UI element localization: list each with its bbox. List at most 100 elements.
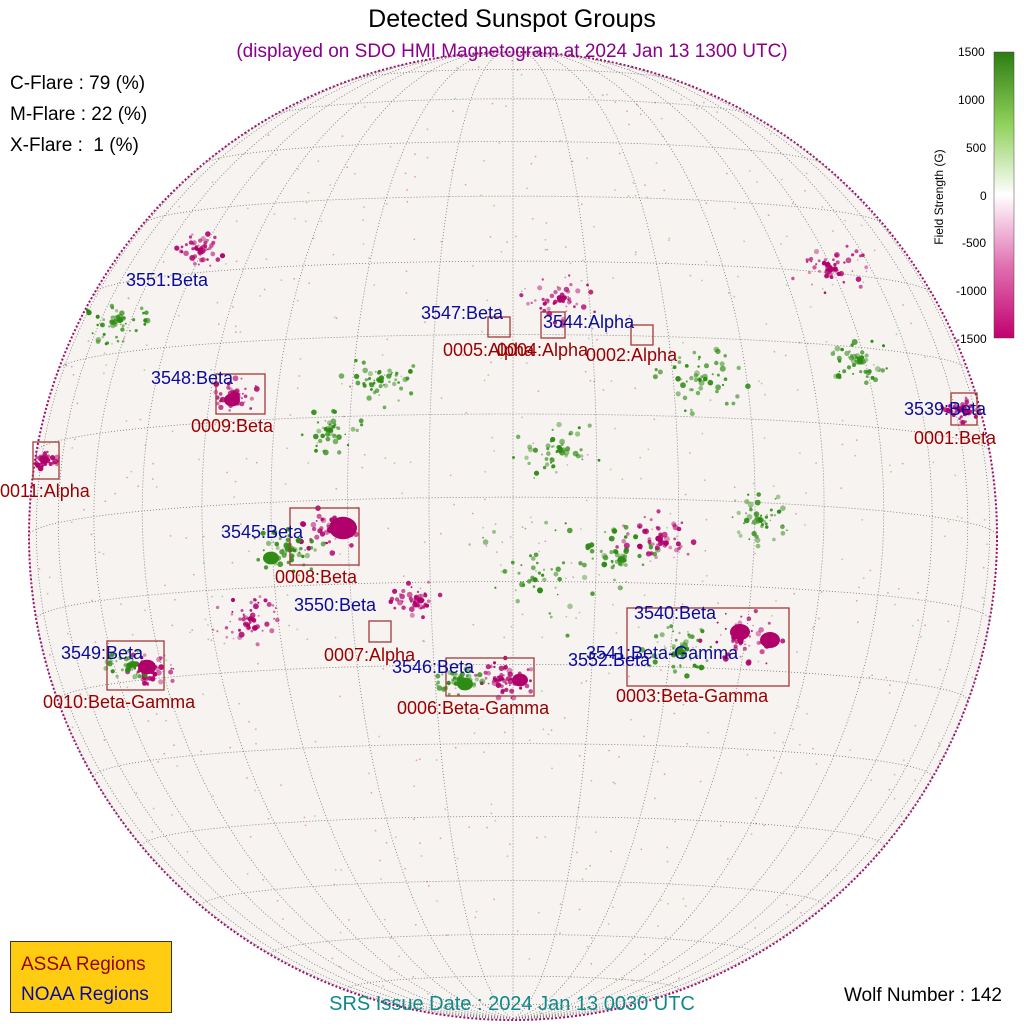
field-speck: [804, 524, 806, 526]
field-patch: [687, 647, 689, 649]
field-speck: [559, 932, 561, 934]
field-speck: [320, 220, 323, 223]
field-speck: [682, 341, 684, 344]
field-patch: [842, 280, 846, 284]
field-speck: [409, 461, 412, 464]
field-speck: [498, 142, 501, 144]
region-box: [630, 324, 654, 346]
field-patch: [966, 411, 970, 415]
page-title: Detected Sunspot Groups: [368, 5, 656, 33]
field-speck: [944, 535, 946, 538]
field-speck: [79, 693, 82, 696]
field-patch: [263, 598, 268, 603]
field-patch: [654, 545, 660, 551]
field-patch: [115, 660, 118, 663]
field-speck: [727, 292, 730, 294]
field-speck: [91, 599, 93, 602]
field-patch: [677, 546, 681, 551]
field-patch: [873, 377, 878, 383]
field-speck: [144, 609, 146, 612]
field-speck: [754, 927, 756, 929]
field-speck: [211, 595, 213, 598]
field-patch: [258, 595, 262, 599]
field-patch: [215, 401, 220, 406]
field-speck: [340, 869, 342, 871]
field-speck: [680, 378, 683, 381]
field-patch: [106, 655, 111, 659]
field-patch: [711, 373, 714, 376]
field-speck: [667, 902, 670, 905]
field-patch: [740, 615, 743, 618]
field-speck: [335, 317, 338, 320]
field-patch: [373, 379, 376, 382]
field-speck: [689, 452, 691, 454]
field-speck: [362, 243, 365, 245]
field-speck: [602, 996, 604, 999]
field-patch: [107, 660, 113, 667]
field-speck: [157, 761, 160, 763]
field-speck: [245, 457, 248, 460]
field-speck: [362, 219, 365, 222]
field-patch: [652, 659, 658, 665]
field-speck: [506, 241, 508, 243]
field-patch: [492, 676, 497, 681]
field-speck: [873, 249, 876, 252]
field-speck: [67, 632, 69, 635]
field-speck: [238, 702, 241, 705]
field-speck: [665, 261, 668, 264]
field-patch: [468, 543, 471, 546]
field-speck: [235, 331, 237, 333]
field-patch: [486, 670, 492, 676]
field-patch: [566, 289, 571, 294]
field-speck: [152, 807, 155, 810]
field-patch: [145, 681, 149, 685]
field-patch: [661, 540, 666, 544]
field-patch: [764, 522, 768, 526]
field-patch: [355, 380, 361, 386]
field-speck: [643, 594, 646, 597]
legend-assa: ASSA Regions: [21, 954, 146, 975]
field-speck: [755, 822, 757, 825]
field-patch: [575, 288, 581, 294]
field-speck: [427, 884, 430, 887]
field-speck: [464, 704, 466, 707]
field-patch: [114, 309, 119, 313]
field-patch: [546, 306, 551, 311]
field-speck: [939, 668, 941, 671]
field-patch: [767, 621, 771, 625]
field-speck: [589, 864, 592, 867]
field-speck: [888, 464, 891, 467]
field-speck: [756, 181, 758, 184]
field-speck: [682, 897, 685, 900]
field-speck: [385, 841, 388, 844]
field-patch: [136, 649, 139, 653]
field-speck: [725, 172, 728, 175]
field-patch: [668, 545, 673, 550]
field-patch: [532, 447, 539, 453]
field-speck: [890, 470, 892, 473]
field-patch: [127, 297, 130, 300]
field-speck: [668, 239, 670, 242]
assa-label: 0008:Beta: [275, 567, 358, 587]
field-speck: [234, 325, 237, 328]
field-patch: [526, 301, 530, 306]
field-patch: [95, 314, 100, 319]
field-patch: [662, 543, 668, 548]
field-patch: [139, 306, 144, 311]
field-patch: [419, 593, 425, 599]
field-patch: [755, 543, 761, 549]
heliographic-grid: [29, 52, 997, 1019]
field-speck: [379, 859, 381, 862]
field-patch: [756, 492, 761, 497]
field-speck: [135, 792, 138, 794]
field-patch: [325, 436, 331, 442]
field-speck: [306, 638, 309, 641]
field-patch: [394, 378, 398, 382]
field-patch: [201, 244, 206, 250]
field-speck: [273, 213, 276, 216]
field-speck: [454, 687, 457, 690]
field-speck: [914, 724, 917, 727]
field-patch: [821, 261, 827, 266]
field-patch: [408, 596, 413, 601]
field-speck: [191, 629, 194, 632]
